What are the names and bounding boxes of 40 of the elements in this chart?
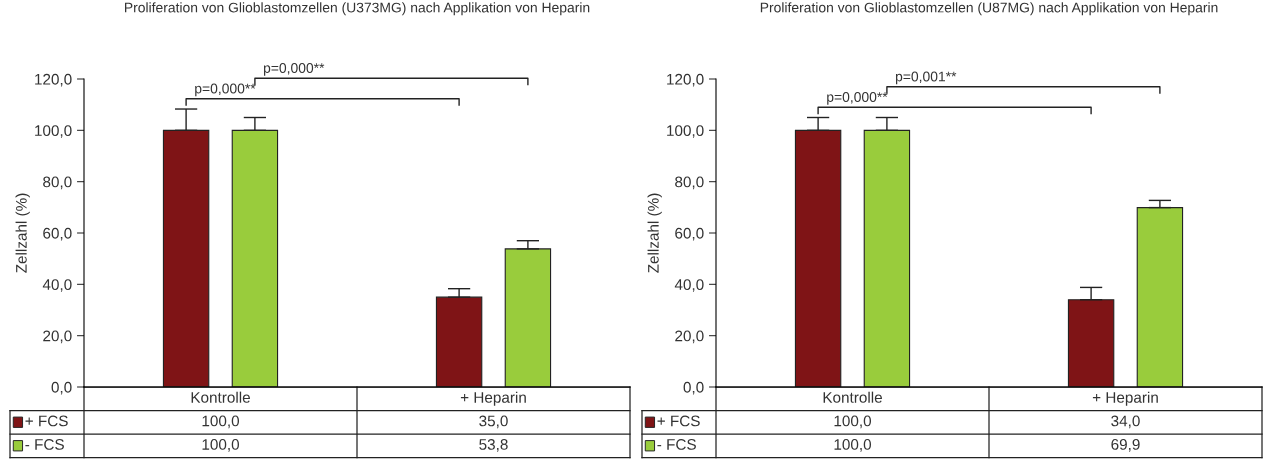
data-label: 53,8 xyxy=(479,439,508,452)
annotation: p=0,000** xyxy=(827,92,888,105)
data-label: 100,0 xyxy=(834,439,872,452)
y-tick-label: 80,0 xyxy=(675,176,704,190)
chart-title: Proliferation von Glioblastomzellen (U373MG) nach Applikation von Heparin xyxy=(125,2,590,16)
bar xyxy=(504,248,552,387)
legend-label: - FCS xyxy=(657,439,696,450)
y-tick-label: 20,0 xyxy=(675,330,704,344)
annotation: p=0,000** xyxy=(195,83,256,97)
y-tick-label: 40,0 xyxy=(42,279,72,292)
x-tick-label: + Heparin xyxy=(460,391,526,406)
y-tick-label: 100,0 xyxy=(35,125,72,138)
x-tick-label: + Heparin xyxy=(1092,391,1158,406)
y-tick-label: 0,0 xyxy=(51,381,72,395)
y-tick-label: 20,0 xyxy=(43,330,72,344)
chart-title: Proliferation von Glioblastomzellen (U87MG) nach Applikation von Heparin xyxy=(760,2,1218,16)
y-tick-label: 0,0 xyxy=(683,381,704,395)
text: p=0,000** xyxy=(263,63,325,76)
y-tick-label: 60,0 xyxy=(43,227,72,241)
bar xyxy=(435,296,483,387)
data-label: 34,0 xyxy=(1111,415,1140,429)
y-axis-title: Zellzahl (%) xyxy=(647,193,662,273)
data-label: 69,9 xyxy=(1111,439,1140,452)
annotation: p=0,001** xyxy=(895,71,957,85)
data-label: 100,0 xyxy=(202,415,240,429)
y-tick-label: 120,0 xyxy=(667,73,704,87)
y-axis-title: Zellzahl (%) xyxy=(15,193,30,273)
y-tick-label: 120,0 xyxy=(35,73,72,87)
y-tick-label: 40,0 xyxy=(674,279,704,292)
data-label: 35,0 xyxy=(479,415,508,429)
data-label: 100,0 xyxy=(834,415,872,429)
y-tick-label: 80,0 xyxy=(43,176,72,190)
legend-label: - FCS xyxy=(25,439,64,450)
data-label: 100,0 xyxy=(202,439,240,452)
x-tick-label: Kontrolle xyxy=(823,391,882,403)
x-tick-label: Kontrolle xyxy=(191,391,250,403)
legend-label: + FCS xyxy=(25,415,68,427)
y-tick-label: 100,0 xyxy=(667,125,704,138)
y-tick-label: 60,0 xyxy=(675,227,704,241)
legend-label: + FCS xyxy=(657,415,700,427)
